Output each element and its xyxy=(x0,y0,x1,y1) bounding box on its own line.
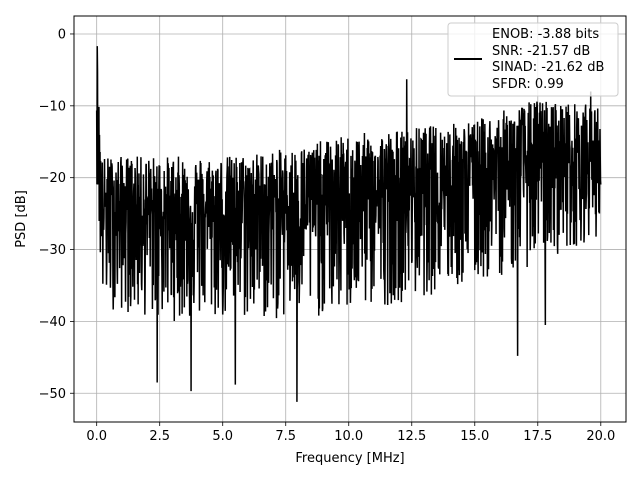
y-tick-label: −40 xyxy=(39,315,66,330)
x-tick-label: 5.0 xyxy=(212,429,233,444)
x-tick-label: 17.5 xyxy=(523,429,552,444)
legend-entry-line-1: ENOB: -3.88 bits xyxy=(492,27,599,42)
legend: ENOB: -3.88 bits SNR: -21.57 dB SINAD: -… xyxy=(447,22,619,97)
y-tick-label: −50 xyxy=(39,387,66,402)
legend-box xyxy=(447,22,619,97)
x-tick-label: 2.5 xyxy=(149,429,170,444)
x-axis-label: Frequency [MHz] xyxy=(295,451,404,466)
x-tick-label: 10.0 xyxy=(334,429,363,444)
x-tick-label: 7.5 xyxy=(275,429,296,444)
x-tick-label: 15.0 xyxy=(460,429,489,444)
legend-entry-line-4: SFDR: 0.99 xyxy=(492,77,564,92)
y-tick-label: −30 xyxy=(39,243,66,258)
y-tick-label: −20 xyxy=(39,171,66,186)
y-tick-label: −10 xyxy=(39,99,66,114)
legend-entry-line-2: SNR: -21.57 dB xyxy=(492,44,590,59)
y-axis-label: PSD [dB] xyxy=(14,190,29,248)
y-tick-label: 0 xyxy=(58,27,66,42)
legend-entry-line-3: SINAD: -21.62 dB xyxy=(492,60,604,75)
x-tick-label: 0.0 xyxy=(86,429,107,444)
axis-ticks: 0.0 2.5 5.0 7.5 10.0 12.5 15.0 17.5 20.0 0 −10 −20 −… xyxy=(39,27,616,444)
x-tick-label: 20.0 xyxy=(586,429,615,444)
x-tick-label: 12.5 xyxy=(397,429,426,444)
plot-frame xyxy=(73,15,627,423)
data-area xyxy=(95,46,602,402)
psd-series-line xyxy=(95,46,602,402)
